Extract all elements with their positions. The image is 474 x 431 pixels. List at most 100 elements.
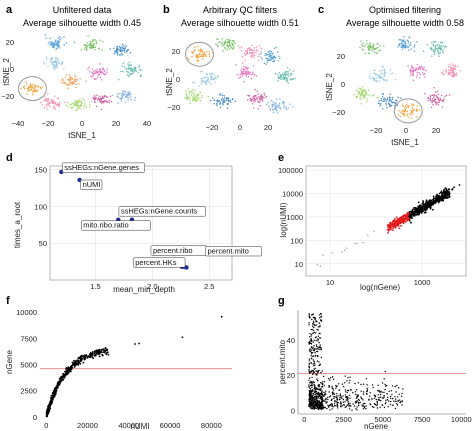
tsne-point — [33, 89, 35, 92]
cell-point — [357, 398, 360, 401]
cell-point — [309, 348, 311, 350]
cell-point — [47, 409, 50, 411]
tsne-point — [275, 98, 278, 100]
cell-point — [383, 394, 385, 397]
tsne-point — [63, 81, 65, 84]
tsne-point — [52, 67, 54, 69]
tsne-point — [121, 54, 124, 56]
tsne-point — [228, 100, 230, 103]
cell-point — [369, 395, 371, 397]
cell-point — [382, 397, 384, 399]
panel-letter-d: d — [6, 152, 13, 164]
tsne-point — [57, 39, 59, 42]
cell-point — [314, 367, 316, 369]
cell-point — [312, 352, 314, 354]
tsne-point — [283, 104, 285, 107]
tsne-point — [434, 49, 436, 52]
cell-point — [310, 335, 312, 337]
tsne-point — [282, 76, 284, 79]
cell-point — [314, 399, 316, 401]
tsne-point — [252, 100, 255, 102]
tsne-point — [191, 91, 194, 94]
tsne-point — [443, 47, 446, 49]
tsne-point — [198, 85, 200, 87]
cell-point — [347, 403, 349, 406]
cell-point — [399, 221, 401, 223]
x-tick-label: 1000 — [414, 278, 431, 287]
cell-point — [381, 382, 384, 384]
tsne-point — [189, 102, 192, 104]
cell-point — [50, 397, 52, 399]
cell-point — [316, 403, 318, 406]
cell-point — [424, 211, 426, 214]
tsne-point — [360, 103, 363, 105]
tsne-point — [255, 52, 257, 54]
panel-letter-g: g — [278, 295, 285, 307]
cell-point — [316, 402, 319, 404]
tsne-point — [251, 49, 254, 51]
cell-point — [383, 391, 385, 394]
cell-point — [343, 249, 346, 251]
tsne-point — [362, 42, 364, 44]
cell-point — [315, 339, 317, 342]
cell-point — [87, 355, 90, 358]
tsne-point — [221, 42, 223, 45]
tsne-point — [403, 46, 406, 49]
tsne-point — [57, 43, 59, 45]
cell-point — [356, 409, 358, 411]
cell-point — [398, 387, 400, 389]
tsne-point — [53, 105, 56, 107]
tsne-point — [452, 75, 455, 78]
tsne-point — [278, 55, 280, 58]
tsne-point — [434, 100, 437, 103]
highlight-circle — [393, 98, 423, 124]
tsne-point — [402, 104, 404, 106]
tsne-point — [251, 44, 253, 47]
cell-point — [336, 398, 339, 401]
cell-point — [311, 376, 313, 379]
cell-point — [391, 385, 394, 387]
tsne-point — [260, 95, 262, 98]
tsne-point — [191, 50, 193, 53]
tsne-point — [208, 80, 210, 83]
tsne-point — [237, 45, 239, 47]
tsne-point — [402, 110, 404, 113]
cell-point — [400, 224, 402, 227]
cell-point — [388, 228, 391, 231]
cell-point — [316, 355, 319, 357]
tsne-point — [404, 113, 406, 116]
tsne-point — [223, 98, 225, 101]
cell-point — [402, 216, 404, 219]
cell-point — [439, 199, 441, 202]
panel-letter-f: f — [6, 295, 10, 307]
tsne-point — [412, 74, 414, 77]
tsne-point — [87, 44, 89, 46]
panel-c-xtick: −20 — [370, 126, 383, 135]
tsne-point — [406, 105, 409, 108]
cell-point — [312, 372, 314, 374]
tsne-point — [201, 51, 204, 53]
cell-point — [312, 400, 314, 402]
tsne-point — [129, 64, 132, 67]
cell-point — [451, 188, 454, 190]
tsne-point — [69, 76, 71, 79]
tsne-point — [35, 85, 38, 87]
cell-point — [416, 207, 419, 210]
tsne-point — [60, 63, 63, 66]
tsne-point — [290, 74, 292, 76]
cell-point — [323, 391, 325, 394]
tsne-point — [95, 105, 98, 107]
cell-point — [357, 394, 359, 396]
tsne-point — [389, 97, 391, 99]
tsne-point — [377, 46, 379, 49]
tsne-point — [362, 88, 364, 91]
cell-point — [428, 202, 431, 204]
tsne-point — [140, 75, 142, 77]
tsne-point — [79, 105, 81, 107]
tsne-point — [204, 76, 207, 78]
tsne-point — [51, 61, 54, 64]
tsne-point — [432, 103, 434, 106]
tsne-point — [205, 81, 207, 84]
cell-point — [308, 322, 310, 324]
tsne-point — [256, 90, 258, 92]
